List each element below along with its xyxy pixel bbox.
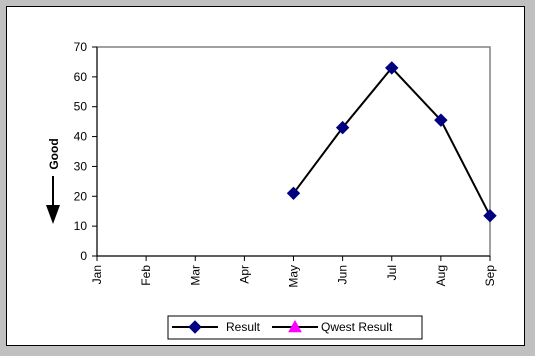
x-tick-label: Jan	[90, 265, 104, 284]
y-tick-label: 50	[74, 100, 88, 114]
x-tick-label: Aug	[434, 265, 448, 286]
data-point	[483, 208, 497, 223]
y-tick-label: 10	[74, 219, 88, 233]
y-tick-label: 60	[74, 70, 88, 84]
x-tick-label: May	[287, 265, 301, 288]
legend-label: Qwest Result	[321, 320, 393, 334]
x-tick-label: Mar	[188, 265, 202, 286]
y-tick-label: 30	[74, 159, 88, 173]
data-point	[434, 113, 448, 127]
data-point	[385, 61, 399, 75]
data-point	[286, 186, 301, 201]
y-axis-arrow-head	[46, 205, 60, 224]
y-axis: 0 10 20 30 40 50 60 70	[74, 40, 98, 263]
x-tick-label: Jun	[336, 265, 350, 284]
x-tick-label: Sep	[483, 265, 497, 287]
y-axis-title: Good	[46, 138, 61, 224]
x-tick-label: Jul	[385, 265, 399, 280]
y-tick-label: 20	[74, 189, 88, 203]
x-tick-label: Feb	[139, 265, 153, 286]
x-tick-label: Apr	[237, 265, 251, 284]
legend: Result Qwest Result	[167, 315, 423, 340]
plot-frame	[96, 46, 491, 257]
y-axis-label: Good	[47, 138, 61, 169]
y-tick-label: 70	[74, 40, 88, 54]
legend-label: Result	[226, 320, 261, 334]
y-tick-label: 40	[74, 130, 88, 144]
series-layer	[286, 61, 497, 223]
plot-area	[96, 46, 491, 257]
data-point	[335, 120, 350, 135]
x-axis: Jan Feb Mar Apr May Jun Jul Aug Sep	[90, 255, 497, 288]
y-tick-label: 0	[80, 249, 87, 263]
legend-marker	[288, 319, 302, 333]
legend-marker	[188, 320, 202, 334]
